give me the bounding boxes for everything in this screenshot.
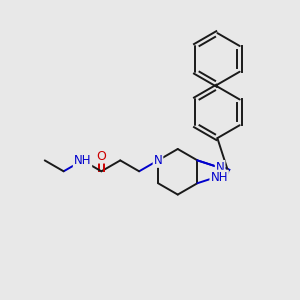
Text: N: N xyxy=(216,161,224,174)
Text: O: O xyxy=(96,149,106,163)
Text: N: N xyxy=(154,154,162,167)
Text: NH: NH xyxy=(74,154,91,167)
Text: NH: NH xyxy=(210,171,228,184)
